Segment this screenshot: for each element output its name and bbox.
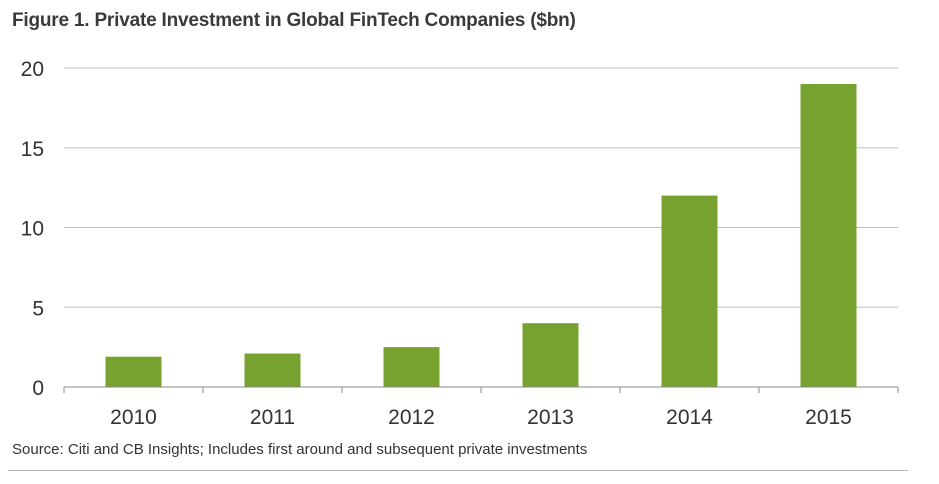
y-tick-label-5: 5 (32, 297, 44, 320)
bottom-divider (8, 470, 908, 471)
gridlines (64, 67, 898, 308)
bar-2013 (522, 323, 579, 387)
x-tick-label-2015: 2015 (805, 406, 852, 429)
bar-2014 (661, 195, 718, 387)
y-tick-label-10: 10 (21, 218, 44, 241)
chart-title: Figure 1. Private Investment in Global F… (12, 10, 576, 31)
x-tick-label-2012: 2012 (388, 406, 435, 429)
x-tick-label-2010: 2010 (110, 406, 157, 429)
bar-2012 (383, 347, 440, 387)
bar-2015 (800, 83, 857, 387)
y-axis-ticks: 0 5 10 15 20 (21, 58, 44, 400)
x-tick-label-2013: 2013 (527, 406, 574, 429)
x-tick-label-2014: 2014 (666, 406, 713, 429)
x-axis (63, 386, 899, 393)
x-tick-label-2011: 2011 (250, 406, 295, 429)
source-note: Source: Citi and CB Insights; Includes f… (12, 441, 588, 458)
bar-2010 (105, 356, 162, 387)
y-tick-label-20: 20 (21, 58, 44, 81)
bar-2011 (244, 353, 301, 387)
x-axis-ticks: 2010 2011 2012 2013 2014 2015 (110, 406, 852, 429)
bars (105, 83, 857, 387)
y-tick-label-0: 0 (32, 377, 44, 400)
y-tick-label-15: 15 (21, 138, 44, 161)
